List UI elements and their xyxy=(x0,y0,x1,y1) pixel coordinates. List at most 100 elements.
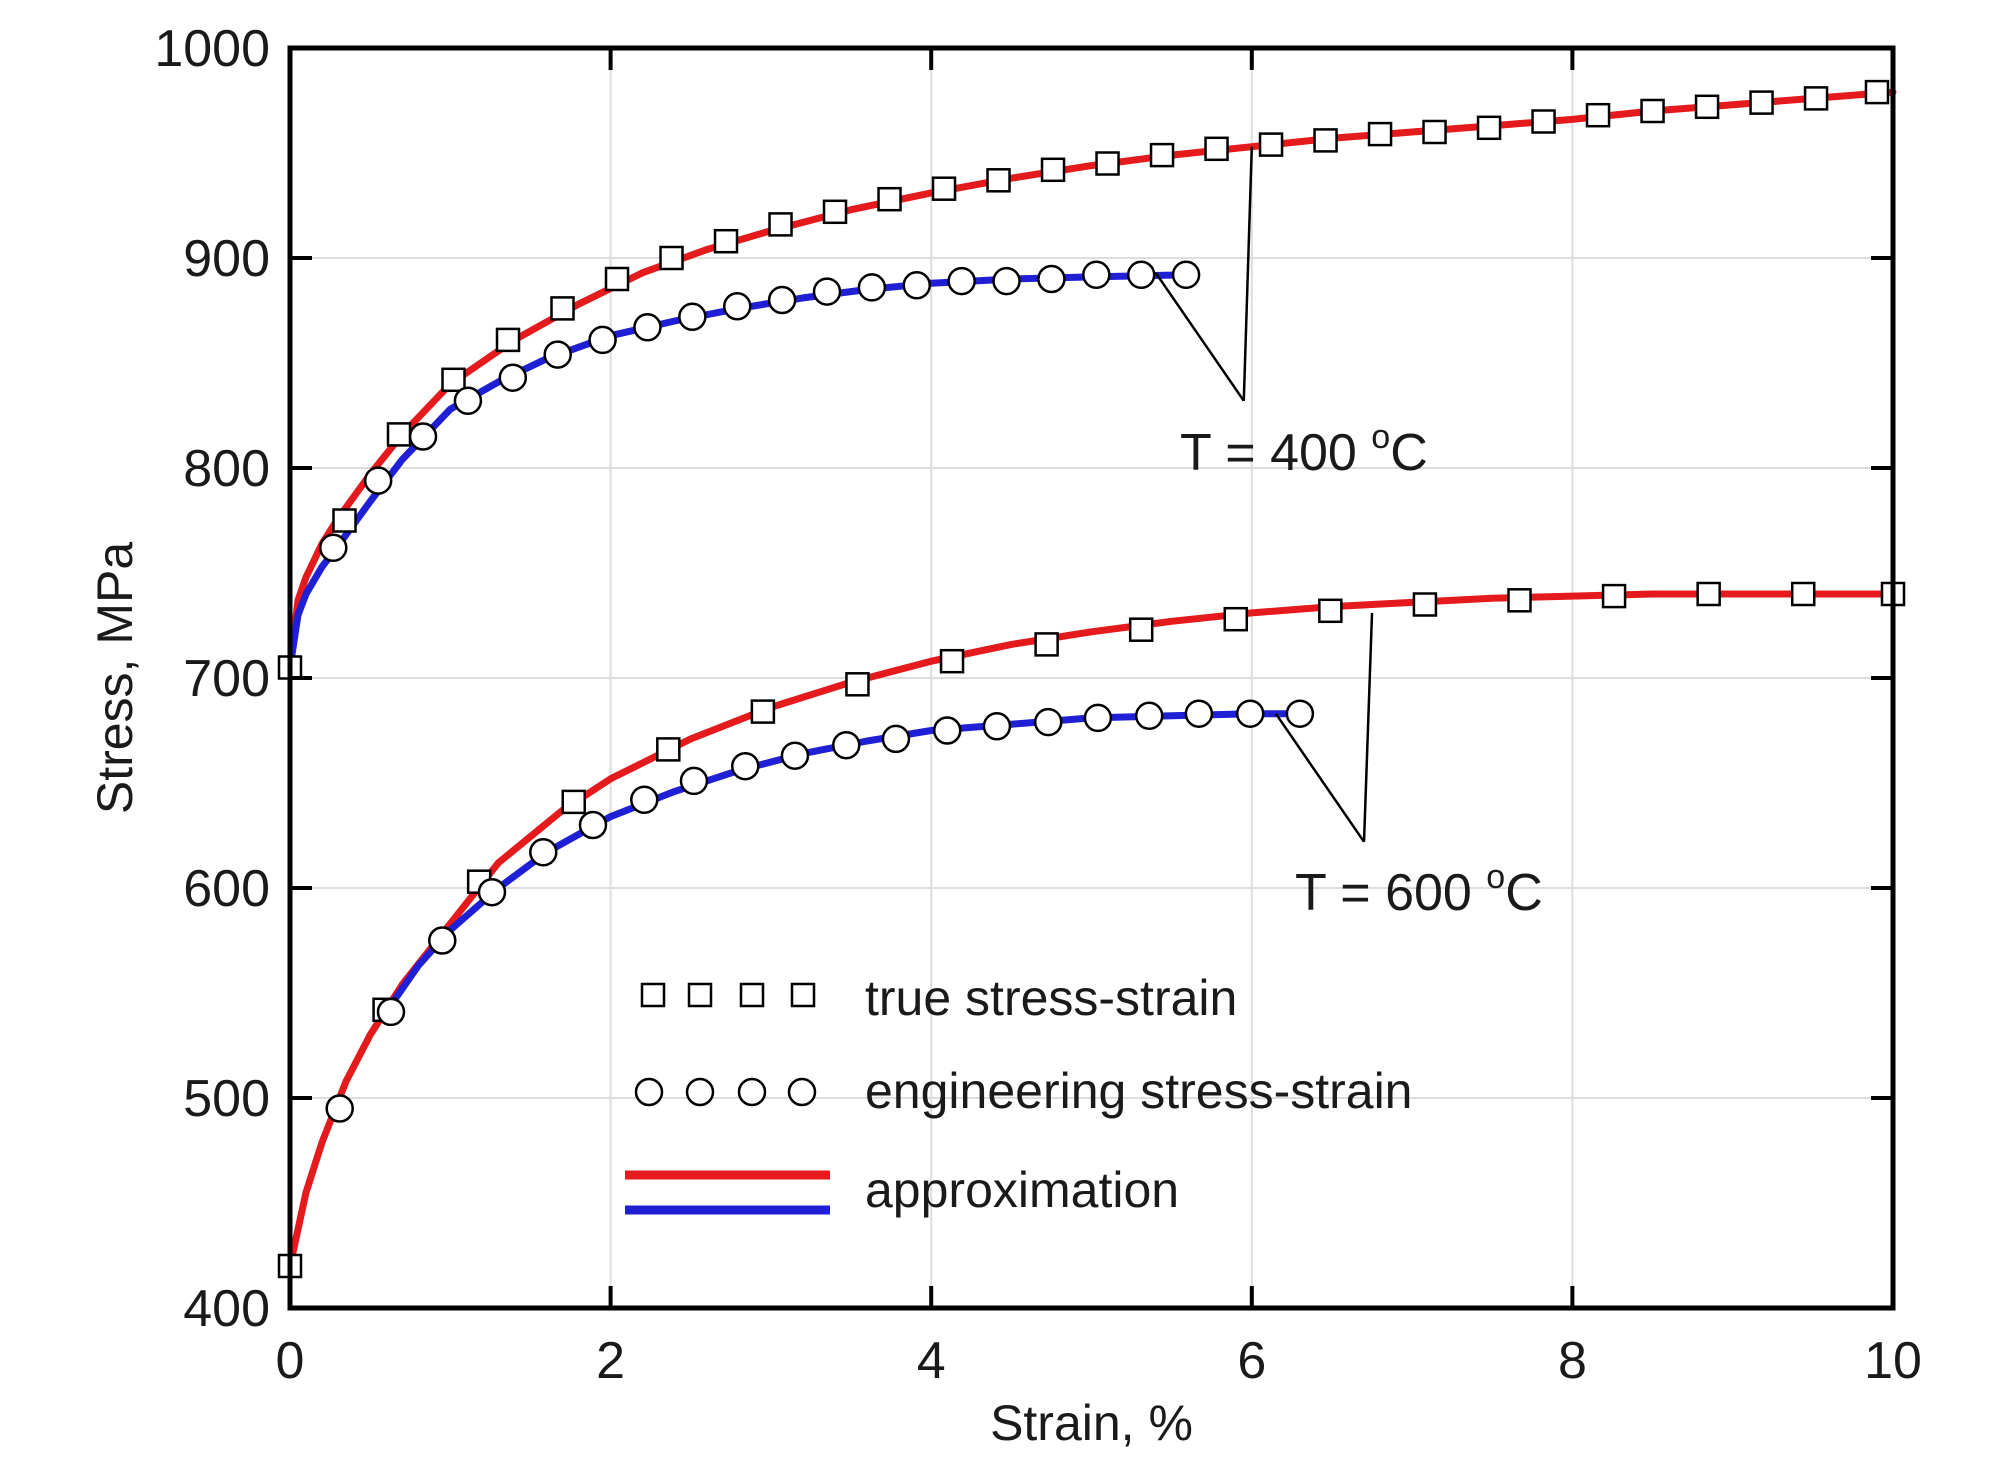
engineering-stress-marker xyxy=(812,277,842,306)
legend-circle xyxy=(634,1077,664,1107)
annotation-t600-prefix: T = 600 xyxy=(1295,864,1486,922)
true-stress-marker xyxy=(1790,581,1816,607)
true-stress-marker xyxy=(822,199,848,225)
x-tick-label: 2 xyxy=(596,1332,625,1390)
true-stress-marker xyxy=(386,422,412,447)
true-stress-marker xyxy=(1258,132,1284,157)
true-stress-marker xyxy=(1696,581,1721,607)
engineering-stress-marker xyxy=(881,724,911,754)
engineering-stress-marker xyxy=(1082,260,1111,290)
engineering-stress-marker xyxy=(1037,264,1066,294)
legend-square xyxy=(739,982,765,1008)
y-axis-title: Stress, MPa xyxy=(87,542,143,814)
true-stress-marker xyxy=(561,789,586,815)
engineering-stress-marker xyxy=(947,266,976,296)
true-stress-marker xyxy=(1318,598,1343,624)
true-stress-marker xyxy=(1507,588,1532,613)
engineering-stress-marker xyxy=(857,273,887,302)
engineering-stress-marker xyxy=(498,363,528,392)
legend-square xyxy=(640,982,666,1008)
true-stress-marker xyxy=(768,212,793,237)
engineering-stress-marker xyxy=(325,1094,354,1123)
engineering-stress-marker xyxy=(1235,699,1265,728)
annotation-t600-unit: C xyxy=(1505,864,1543,922)
y-tick-label: 600 xyxy=(183,860,270,918)
engineering-stress-marker xyxy=(902,271,932,300)
engineering-stress-marker xyxy=(1285,699,1315,728)
annotation-t600: T = 600 oC xyxy=(1295,858,1543,922)
engineering-stress-marker xyxy=(767,285,797,315)
legend: true stress-strain engineering stress-st… xyxy=(625,970,1413,1218)
y-tick-label: 1000 xyxy=(154,20,270,78)
engineering-stress-marker xyxy=(630,785,659,815)
true-stress-marker xyxy=(1476,115,1502,141)
true-stress-marker xyxy=(1694,94,1720,120)
annotation-t600-degree: o xyxy=(1486,858,1505,896)
true-stress-marker xyxy=(495,327,521,353)
leader-line xyxy=(1362,612,1374,842)
legend-circle xyxy=(685,1077,715,1107)
legend-eng-label: engineering stress-strain xyxy=(865,1063,1413,1119)
engineering-stress-marker xyxy=(477,877,507,907)
true-stress-marker xyxy=(550,296,575,321)
y-tick-label: 400 xyxy=(183,1280,270,1338)
legend-square xyxy=(790,982,816,1008)
annotation-t400-unit: C xyxy=(1390,424,1428,482)
engineering-stress-marker xyxy=(633,313,662,342)
engineering-stress-marker xyxy=(932,716,962,745)
engineering-stress-marker xyxy=(428,926,457,955)
true-stress-marker xyxy=(931,176,957,201)
engineering-stress-marker xyxy=(453,386,483,416)
engineering-stress-marker xyxy=(722,292,752,321)
true-stress-marker xyxy=(877,186,902,212)
true-stress-marker xyxy=(1640,98,1665,124)
engineering-stress-marker xyxy=(376,997,406,1027)
approximation-line xyxy=(286,590,1897,1270)
true-stress-marker xyxy=(332,508,357,533)
true-stress-marker xyxy=(441,367,466,393)
engineering-stress-marker xyxy=(831,730,861,760)
y-tick-label: 500 xyxy=(183,1070,270,1128)
true-stress-marker xyxy=(1412,592,1438,617)
leader-line xyxy=(1274,712,1366,843)
true-stress-marker xyxy=(1367,121,1393,147)
data-markers xyxy=(277,79,1906,1279)
x-tick-label: 8 xyxy=(1558,1332,1587,1390)
true-stress-marker xyxy=(1422,119,1447,145)
true-stress-marker xyxy=(1531,109,1556,134)
true-stress-marker xyxy=(1749,90,1774,115)
x-tick-label: 6 xyxy=(1237,1332,1266,1390)
true-stress-marker xyxy=(1864,79,1890,105)
approximation-line xyxy=(286,271,1192,671)
y-tick-label: 700 xyxy=(183,650,270,708)
true-stress-marker xyxy=(1095,151,1120,176)
y-tick-label: 900 xyxy=(183,230,270,288)
y-tick-label: 800 xyxy=(183,440,270,498)
legend-circle-markers xyxy=(634,1077,817,1107)
true-stress-marker xyxy=(1223,606,1249,632)
engineering-stress-marker xyxy=(363,466,393,495)
engineering-stress-marker xyxy=(992,266,1021,296)
true-stress-marker xyxy=(1040,157,1066,183)
approximation-line xyxy=(286,88,1897,671)
annotation-t400: T = 400 oC xyxy=(1180,418,1428,482)
true-stress-marker xyxy=(1601,583,1627,609)
true-stress-marker xyxy=(713,228,739,254)
x-axis-title: Strain, % xyxy=(990,1395,1193,1451)
annotation-leader-lines xyxy=(1154,146,1374,843)
engineering-stress-marker xyxy=(678,302,707,332)
true-stress-marker xyxy=(986,168,1011,193)
engineering-stress-marker xyxy=(1033,707,1063,737)
leader-line xyxy=(1154,271,1245,402)
engineering-stress-marker xyxy=(1126,260,1156,290)
legend-square xyxy=(687,982,713,1008)
true-stress-marker xyxy=(1585,102,1611,128)
engineering-stress-marker xyxy=(982,712,1012,741)
legend-true-label: true stress-strain xyxy=(865,970,1237,1026)
grid xyxy=(289,47,1894,1309)
true-stress-marker xyxy=(1204,136,1229,162)
legend-approx-label: approximation xyxy=(865,1162,1179,1218)
engineering-stress-marker xyxy=(780,741,810,770)
leader-line xyxy=(1242,146,1254,401)
